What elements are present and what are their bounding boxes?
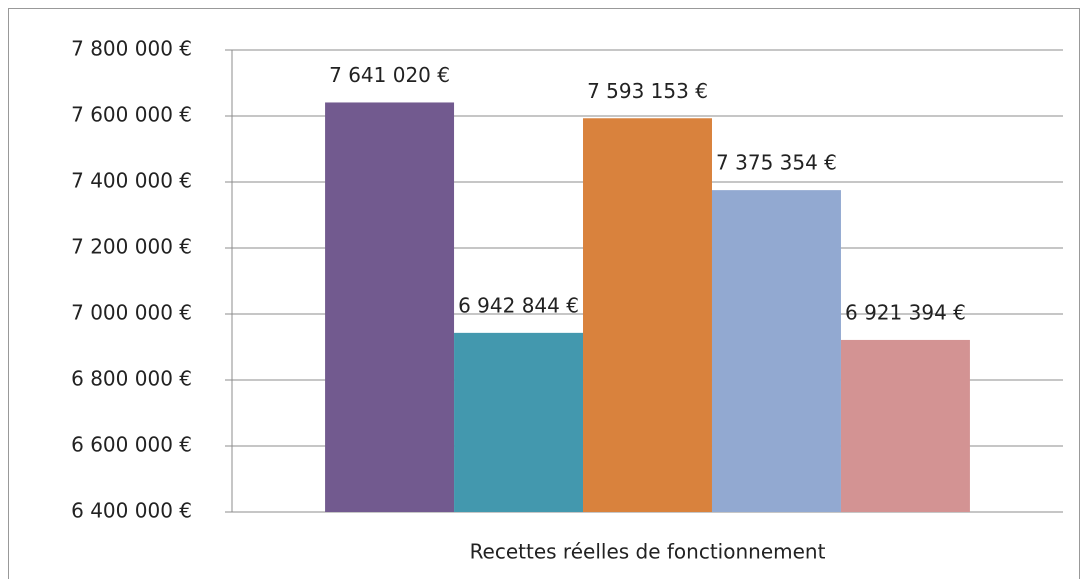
data-label: 7 375 354 € (716, 151, 837, 175)
y-tick-label: 7 000 000 € (71, 301, 192, 325)
y-tick-label: 6 600 000 € (71, 433, 192, 457)
y-tick-label: 7 200 000 € (71, 235, 192, 259)
y-tick-label: 6 400 000 € (71, 499, 192, 523)
x-tick-label: Recettes réelles de fonctionnement (470, 540, 826, 564)
bar (583, 118, 712, 512)
bar (711, 190, 841, 512)
data-label: 6 921 394 € (845, 300, 966, 324)
bar (840, 339, 970, 512)
data-label: 7 593 153 € (587, 79, 708, 103)
y-tick-label: 7 800 000 € (71, 37, 192, 61)
y-tick-label: 7 600 000 € (71, 103, 192, 127)
bar (454, 332, 584, 512)
data-label: 6 942 844 € (458, 293, 579, 317)
y-tick-label: 7 400 000 € (71, 169, 192, 193)
bar (325, 102, 455, 512)
y-tick-label: 6 800 000 € (71, 367, 192, 391)
data-label: 7 641 020 € (329, 63, 450, 87)
